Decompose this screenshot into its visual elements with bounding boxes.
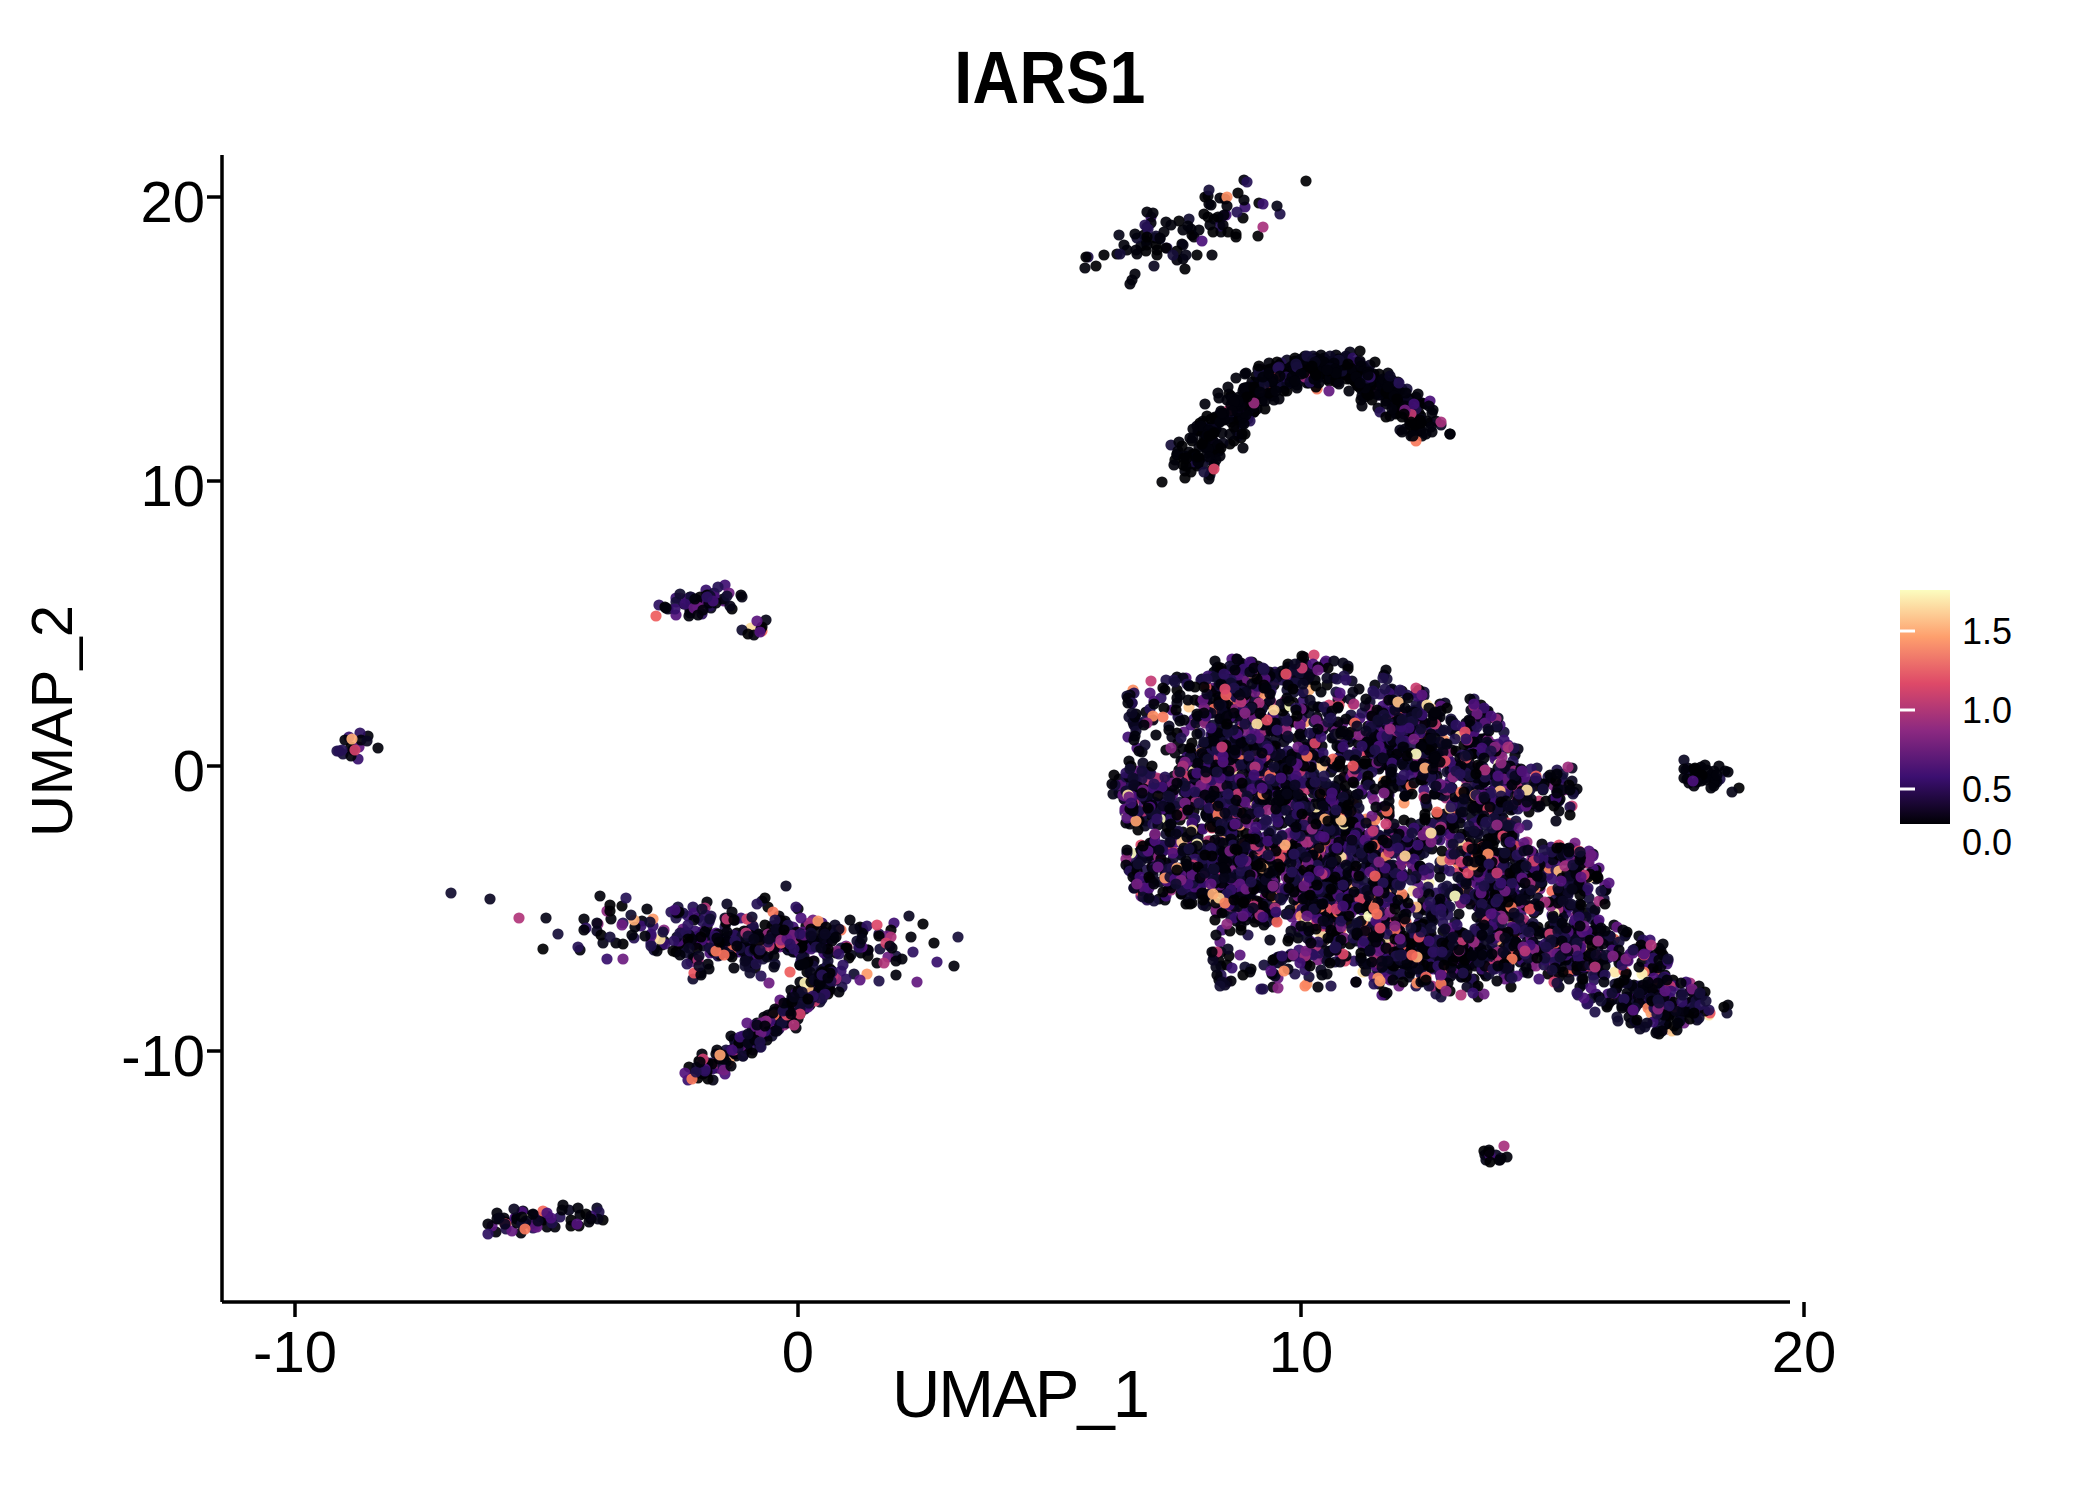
svg-text:1.0: 1.0: [1962, 690, 2012, 731]
svg-text:0.5: 0.5: [1962, 769, 2012, 810]
svg-text:0.0: 0.0: [1962, 822, 2012, 863]
svg-text:1.5: 1.5: [1962, 611, 2012, 652]
